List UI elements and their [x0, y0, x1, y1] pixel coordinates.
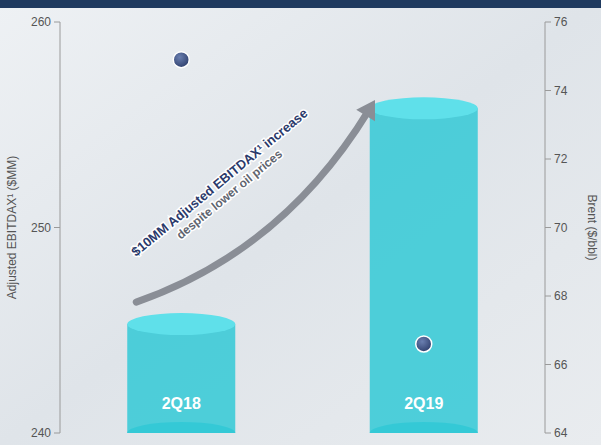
bar-top	[127, 313, 235, 335]
arrow	[136, 110, 369, 302]
chart: 240 250 260 64 66 68 70 72 74 76 Adjusted EBITDAX¹…	[0, 0, 601, 445]
y-tick	[54, 433, 60, 434]
y2-tick	[545, 90, 551, 91]
y-tick-label: 240	[31, 426, 51, 440]
brent-point	[173, 52, 189, 68]
category-label: 2Q19	[404, 395, 443, 412]
background	[0, 0, 601, 445]
annotation: $10MM Adjusted EBITDAX¹ increase	[128, 105, 310, 259]
bar-top	[370, 97, 478, 119]
y2-tick	[545, 159, 551, 160]
y2-tick	[545, 364, 551, 365]
bar	[127, 324, 235, 433]
y2-tick-label: 72	[554, 152, 568, 166]
y-tick-label: 260	[31, 15, 51, 29]
arrow-head	[356, 100, 375, 121]
y2-tick-label: 76	[554, 15, 568, 29]
y-axis-title: Adjusted EBITDAX¹ ($MM)	[5, 156, 19, 299]
plot-marks	[127, 52, 478, 433]
y-tick-label: 250	[31, 221, 51, 235]
brent-point	[416, 336, 432, 352]
y2-tick-label: 70	[554, 221, 568, 235]
y2-tick-label: 68	[554, 289, 568, 303]
y2-axis-title: Brent ($/bbl)	[585, 194, 599, 260]
y2-tick	[545, 227, 551, 228]
header-band	[0, 0, 601, 8]
y2-tick	[545, 22, 551, 23]
y2-tick	[545, 296, 551, 297]
annotation: despite lower oil prices	[174, 147, 286, 242]
y2-tick-label: 74	[554, 84, 568, 98]
bar	[370, 108, 478, 433]
y2-tick-label: 64	[554, 426, 568, 440]
y2-tick-label: 66	[554, 358, 568, 372]
category-label: 2Q18	[162, 395, 201, 412]
y2-tick	[545, 433, 551, 434]
y-tick	[54, 22, 60, 23]
y-tick	[54, 227, 60, 228]
